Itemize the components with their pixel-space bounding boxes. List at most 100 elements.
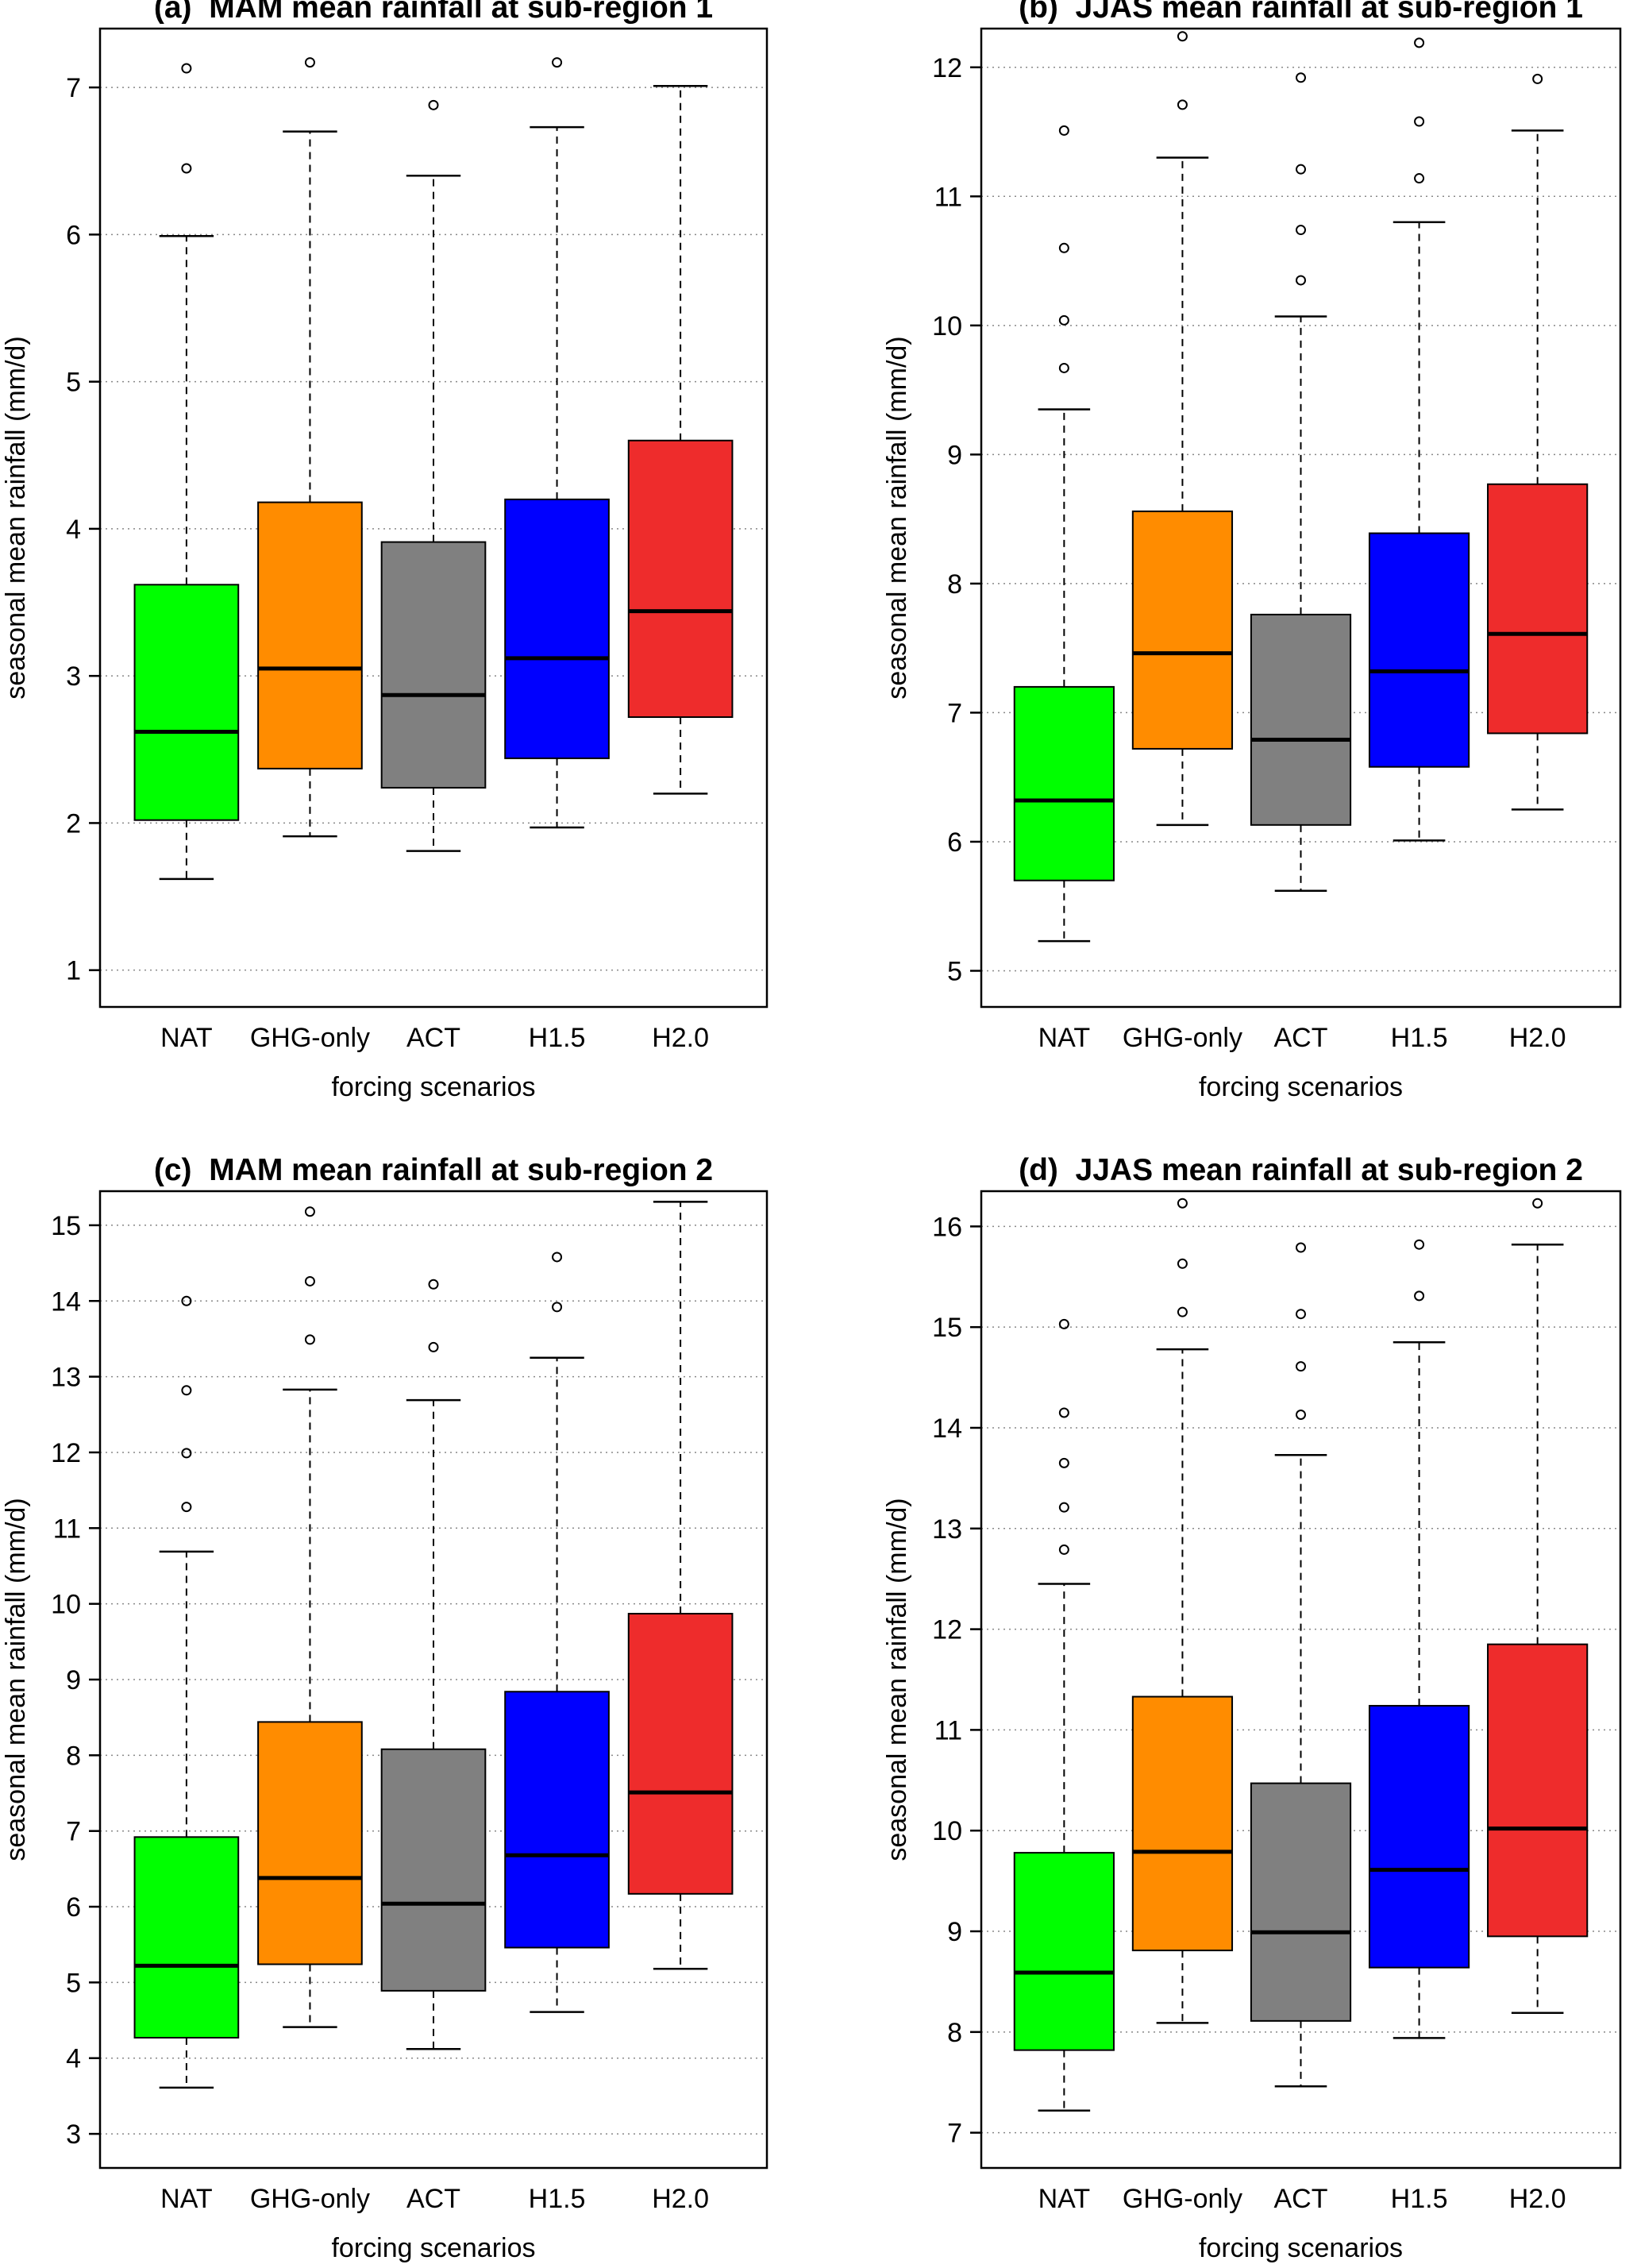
y-tick-label: 7: [66, 73, 81, 103]
outlier-point: [1296, 225, 1306, 236]
y-axis-label: seasonal mean rainfall (mm/d): [1, 1498, 31, 1861]
outlier-point: [552, 1252, 563, 1263]
iqr-box: [1487, 483, 1589, 735]
iqr-box: [1013, 1852, 1115, 2051]
plot-frame: [980, 27, 1622, 1009]
y-tick-label: 11: [934, 1715, 962, 1745]
y-tick-label: 4: [66, 515, 81, 545]
outlier-point: [1058, 242, 1069, 253]
x-tick-label: ACT: [1274, 1023, 1328, 1053]
outlier-point: [1296, 1309, 1306, 1320]
outlier-point: [1414, 1290, 1425, 1302]
iqr-box: [1131, 1695, 1234, 1952]
x-tick-label: NAT: [160, 1023, 212, 1053]
y-tick-label: 9: [66, 1665, 81, 1695]
x-tick-label: H2.0: [652, 1023, 709, 1053]
outlier-point: [1296, 1361, 1306, 1372]
box-ACT: [380, 99, 487, 852]
x-tick-label: GHG-only: [250, 2184, 370, 2214]
box-H1.5: [504, 1252, 610, 2013]
outlier-point: [428, 99, 439, 110]
iqr-box: [1368, 1704, 1470, 1969]
x-tick-label: H1.5: [529, 2184, 586, 2214]
outlier-point: [304, 1275, 315, 1286]
box-H1.5: [504, 57, 610, 829]
y-tick-label: 13: [932, 1514, 962, 1545]
x-tick-label: NAT: [1038, 2184, 1090, 2214]
box-NAT: [133, 63, 240, 881]
x-axis-label: forcing scenarios: [1199, 2233, 1403, 2263]
iqr-box: [1131, 510, 1234, 750]
box-H2.0: [627, 1201, 734, 1970]
y-tick-label: 3: [66, 2120, 81, 2150]
outlier-point: [552, 1302, 563, 1313]
box-GHG-only: [257, 57, 363, 838]
chart-panel-0: 1 2 3 4 5 6 7 NAT GHG-only ACT H1.5 H2.0 forcing sce…: [1, 0, 768, 1102]
box-H1.5: [1368, 37, 1470, 842]
x-tick-label: GHG-only: [250, 1023, 370, 1053]
iqr-box: [504, 1691, 610, 1949]
y-tick-label: 14: [932, 1414, 962, 1444]
x-tick-label: ACT: [1274, 2184, 1328, 2214]
y-tick-label: 9: [947, 440, 962, 470]
outlier-point: [181, 63, 192, 74]
iqr-box: [380, 1748, 487, 1992]
box-H2.0: [1487, 73, 1589, 811]
outlier-point: [1177, 31, 1188, 42]
outlier-point: [181, 1295, 192, 1306]
y-tick-label: 10: [932, 311, 962, 341]
y-tick-label: 4: [66, 2044, 81, 2074]
y-tick-label: 12: [51, 1438, 81, 1468]
y-tick-label: 6: [66, 220, 81, 250]
y-tick-label: 7: [947, 698, 962, 728]
iqr-box: [1487, 1643, 1589, 1938]
box-H1.5: [1368, 1239, 1470, 2039]
iqr-box: [133, 584, 240, 821]
iqr-box: [380, 541, 487, 789]
box-GHG-only: [1131, 31, 1234, 827]
y-tick-label: 12: [932, 1615, 962, 1645]
iqr-box: [504, 498, 610, 759]
outlier-point: [552, 57, 563, 68]
x-tick-label: GHG-only: [1123, 1023, 1242, 1053]
y-tick-label: 12: [932, 53, 962, 83]
box-H2.0: [627, 85, 734, 795]
y-axis-label: seasonal mean rainfall (mm/d): [882, 336, 912, 699]
iqr-box: [627, 439, 734, 719]
outlier-point: [1058, 125, 1069, 136]
outlier-point: [1532, 1198, 1543, 1209]
outlier-point: [1058, 1318, 1069, 1329]
outlier-point: [1414, 37, 1425, 48]
outlier-point: [304, 1206, 315, 1217]
box-GHG-only: [1131, 1198, 1234, 2024]
outlier-point: [428, 1279, 439, 1290]
iqr-box: [1250, 1782, 1352, 2022]
box-ACT: [1250, 1242, 1352, 2088]
outlier-point: [1058, 1544, 1069, 1555]
x-tick-label: NAT: [160, 2184, 212, 2214]
chart-panel-3: 7 8 9 10 11 12 13 14 15 16 NAT GHG-only ACT H1.5 H2.0 f…: [882, 1153, 1622, 2263]
x-tick-label: GHG-only: [1123, 2184, 1242, 2214]
y-tick-label: 1: [66, 956, 81, 986]
outlier-point: [1414, 1239, 1425, 1250]
outlier-point: [1177, 1306, 1188, 1317]
y-tick-label: 6: [66, 1892, 81, 1923]
y-tick-label: 8: [66, 1741, 81, 1771]
iqr-box: [1250, 613, 1352, 826]
x-axis-label: forcing scenarios: [331, 1072, 535, 1102]
plot-frame: [980, 1190, 1622, 2170]
x-axis-label: forcing scenarios: [1199, 1072, 1403, 1102]
outlier-point: [1058, 1502, 1069, 1513]
y-tick-label: 7: [66, 1817, 81, 1847]
outlier-point: [1058, 1407, 1069, 1418]
x-tick-label: H2.0: [1509, 1023, 1566, 1053]
y-tick-label: 5: [66, 368, 81, 398]
iqr-box: [627, 1613, 734, 1895]
y-tick-label: 9: [947, 1917, 962, 1947]
x-tick-label: ACT: [406, 2184, 460, 2214]
chart-title: (a) MAM mean rainfall at sub-region 1: [154, 0, 713, 25]
outlier-point: [1414, 116, 1425, 127]
x-tick-label: H1.5: [1391, 2184, 1448, 2214]
